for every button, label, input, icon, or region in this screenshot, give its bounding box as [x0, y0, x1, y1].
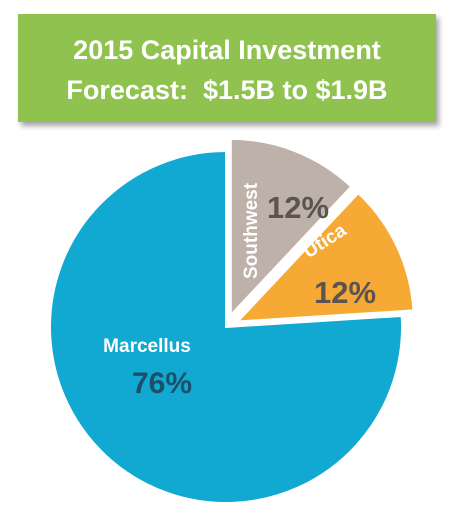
pie-slice-marcellus [49, 149, 403, 504]
pie-slices [49, 137, 415, 504]
pie-slice-southwest [229, 137, 353, 318]
slice-value-utica: 12% [314, 275, 376, 310]
chart-title-line-2: Forecast: $1.5B to $1.9B [66, 75, 388, 105]
pie-slice-utica [235, 191, 415, 323]
chart-title-box: 2015 Capital Investment Forecast: $1.5B … [18, 14, 436, 122]
slice-name-southwest: Southwest [241, 182, 262, 279]
slice-value-marcellus: 76% [132, 367, 192, 400]
chart-title-line-1: 2015 Capital Investment [73, 35, 381, 65]
slice-value-southwest: 12% [267, 190, 329, 225]
slice-name-marcellus: Marcellus [103, 336, 191, 357]
